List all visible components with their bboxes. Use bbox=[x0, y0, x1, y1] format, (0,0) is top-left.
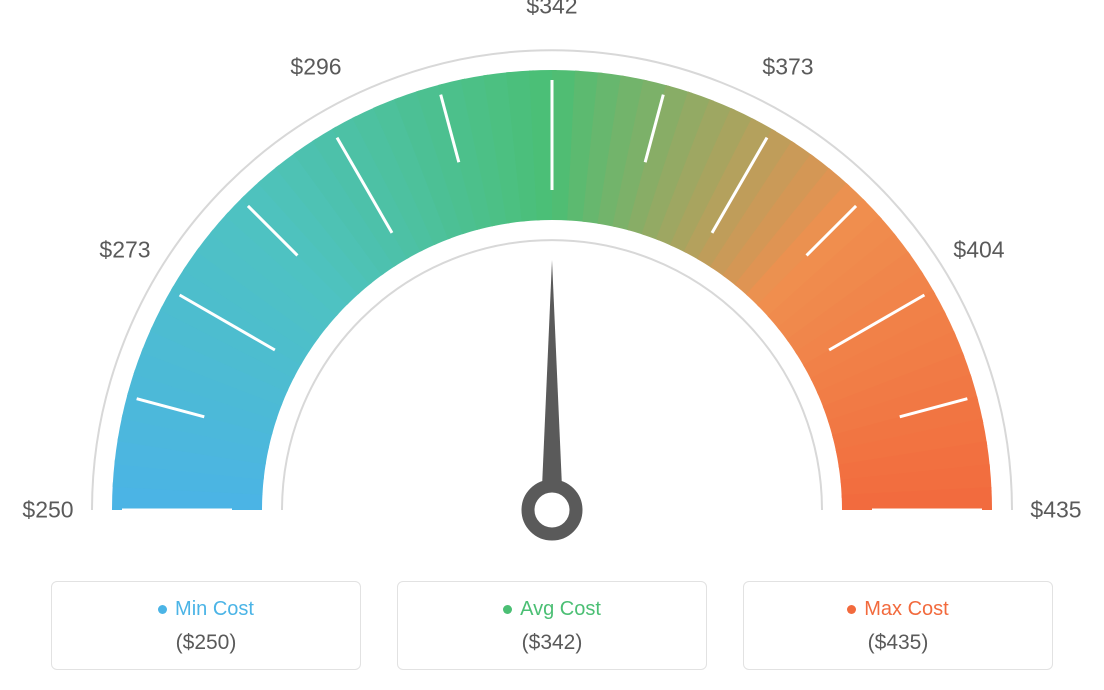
gauge-tick-label: $250 bbox=[22, 497, 73, 524]
legend-label-max: Max Cost bbox=[864, 598, 948, 621]
legend-card-min: Min Cost ($250) bbox=[51, 581, 361, 670]
gauge-chart: $250 $273 $296 $342 $373 $404 $435 bbox=[0, 0, 1104, 560]
legend-value-max: ($435) bbox=[754, 631, 1042, 655]
legend-dot-min bbox=[158, 605, 167, 614]
legend-title-min: Min Cost bbox=[158, 598, 254, 621]
gauge-tick-label: $342 bbox=[526, 0, 577, 20]
gauge-svg bbox=[0, 0, 1104, 560]
gauge-tick-label: $296 bbox=[290, 53, 341, 80]
legend-value-min: ($250) bbox=[62, 631, 350, 655]
gauge-tick-label: $373 bbox=[762, 53, 813, 80]
legend-label-min: Min Cost bbox=[175, 598, 254, 621]
legend-label-avg: Avg Cost bbox=[520, 598, 601, 621]
legend-card-max: Max Cost ($435) bbox=[743, 581, 1053, 670]
legend-title-avg: Avg Cost bbox=[503, 598, 601, 621]
legend-value-avg: ($342) bbox=[408, 631, 696, 655]
gauge-tick-label: $435 bbox=[1030, 497, 1081, 524]
gauge-tick-label: $273 bbox=[99, 237, 150, 264]
gauge-tick-label: $404 bbox=[953, 237, 1004, 264]
legend-dot-max bbox=[847, 605, 856, 614]
legend-title-max: Max Cost bbox=[847, 598, 948, 621]
legend-card-avg: Avg Cost ($342) bbox=[397, 581, 707, 670]
legend-dot-avg bbox=[503, 605, 512, 614]
legend-row: Min Cost ($250) Avg Cost ($342) Max Cost… bbox=[0, 581, 1104, 670]
